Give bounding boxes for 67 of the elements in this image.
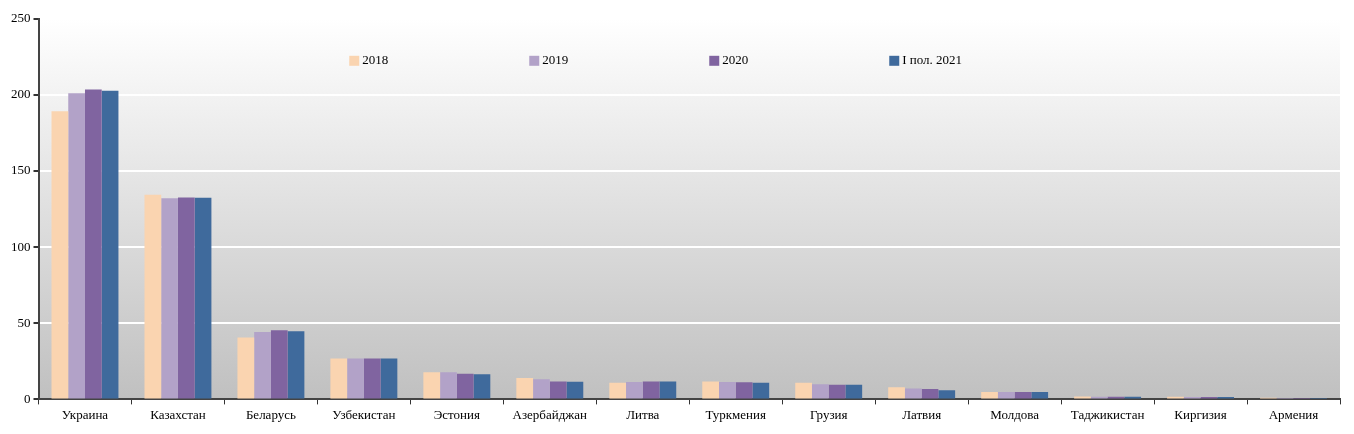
x-tick-label: Молдова (990, 406, 1040, 422)
bar (626, 381, 643, 399)
bar (144, 194, 162, 399)
x-tick-label: Беларусь (245, 406, 296, 422)
bar (921, 388, 939, 399)
x-tick-label: Узбекистан (332, 406, 396, 422)
bar (237, 337, 255, 399)
legend-label: 2020 (722, 52, 749, 68)
x-tick-label: Украина (61, 406, 109, 422)
bar (1031, 391, 1049, 399)
bar (981, 391, 998, 399)
y-tick-label: 0 (24, 390, 31, 406)
bar (380, 358, 398, 399)
bar (347, 358, 364, 399)
bar (440, 372, 457, 399)
bar (68, 93, 85, 399)
bar (423, 372, 441, 399)
y-tick-label: 100 (11, 238, 31, 254)
bar (84, 89, 102, 399)
bar (659, 381, 677, 399)
y-tick-label: 50 (17, 314, 31, 330)
bar (549, 381, 567, 399)
x-tick-label: Латвия (902, 406, 942, 422)
bar (330, 358, 348, 399)
bar (609, 382, 627, 399)
legend-label: I пол. 2021 (902, 52, 963, 68)
x-tick-label: Туркмения (705, 406, 766, 422)
y-tick-label: 200 (11, 86, 31, 102)
bar (752, 382, 770, 399)
bar (177, 197, 195, 399)
bar (456, 373, 474, 399)
bar (51, 111, 69, 399)
x-tick-label: Таджикистан (1070, 406, 1145, 422)
y-tick-label: 150 (11, 162, 31, 178)
bar (287, 331, 305, 399)
x-tick-label: Армения (1268, 406, 1319, 422)
x-tick-label: Грузия (809, 406, 848, 422)
x-tick-label: Казахстан (150, 406, 206, 422)
legend-label: 2018 (362, 52, 389, 68)
x-tick-label: Киргизия (1174, 406, 1227, 422)
bar (363, 358, 381, 399)
bar (270, 330, 288, 399)
bar (828, 384, 846, 399)
bar (566, 381, 584, 399)
bar (888, 387, 905, 399)
bar (938, 390, 956, 399)
bar (845, 384, 863, 399)
legend-label: 2019 (542, 52, 569, 68)
x-tick-label: Азербайджан (512, 406, 588, 422)
bar (516, 378, 534, 399)
bar (533, 379, 550, 399)
bar (702, 381, 719, 399)
y-tick-label: 250 (11, 10, 31, 26)
bar (735, 382, 753, 399)
bar (161, 198, 178, 399)
bar (642, 381, 660, 399)
bar (904, 388, 922, 399)
bar (194, 197, 212, 399)
bar (101, 90, 119, 399)
x-tick-label: Литва (626, 406, 660, 422)
bar (719, 381, 736, 399)
bar (473, 374, 491, 399)
x-tick-label: Эстония (433, 406, 480, 422)
bar (997, 391, 1015, 399)
bar (811, 384, 829, 399)
bar (254, 331, 271, 399)
bar (795, 382, 812, 399)
